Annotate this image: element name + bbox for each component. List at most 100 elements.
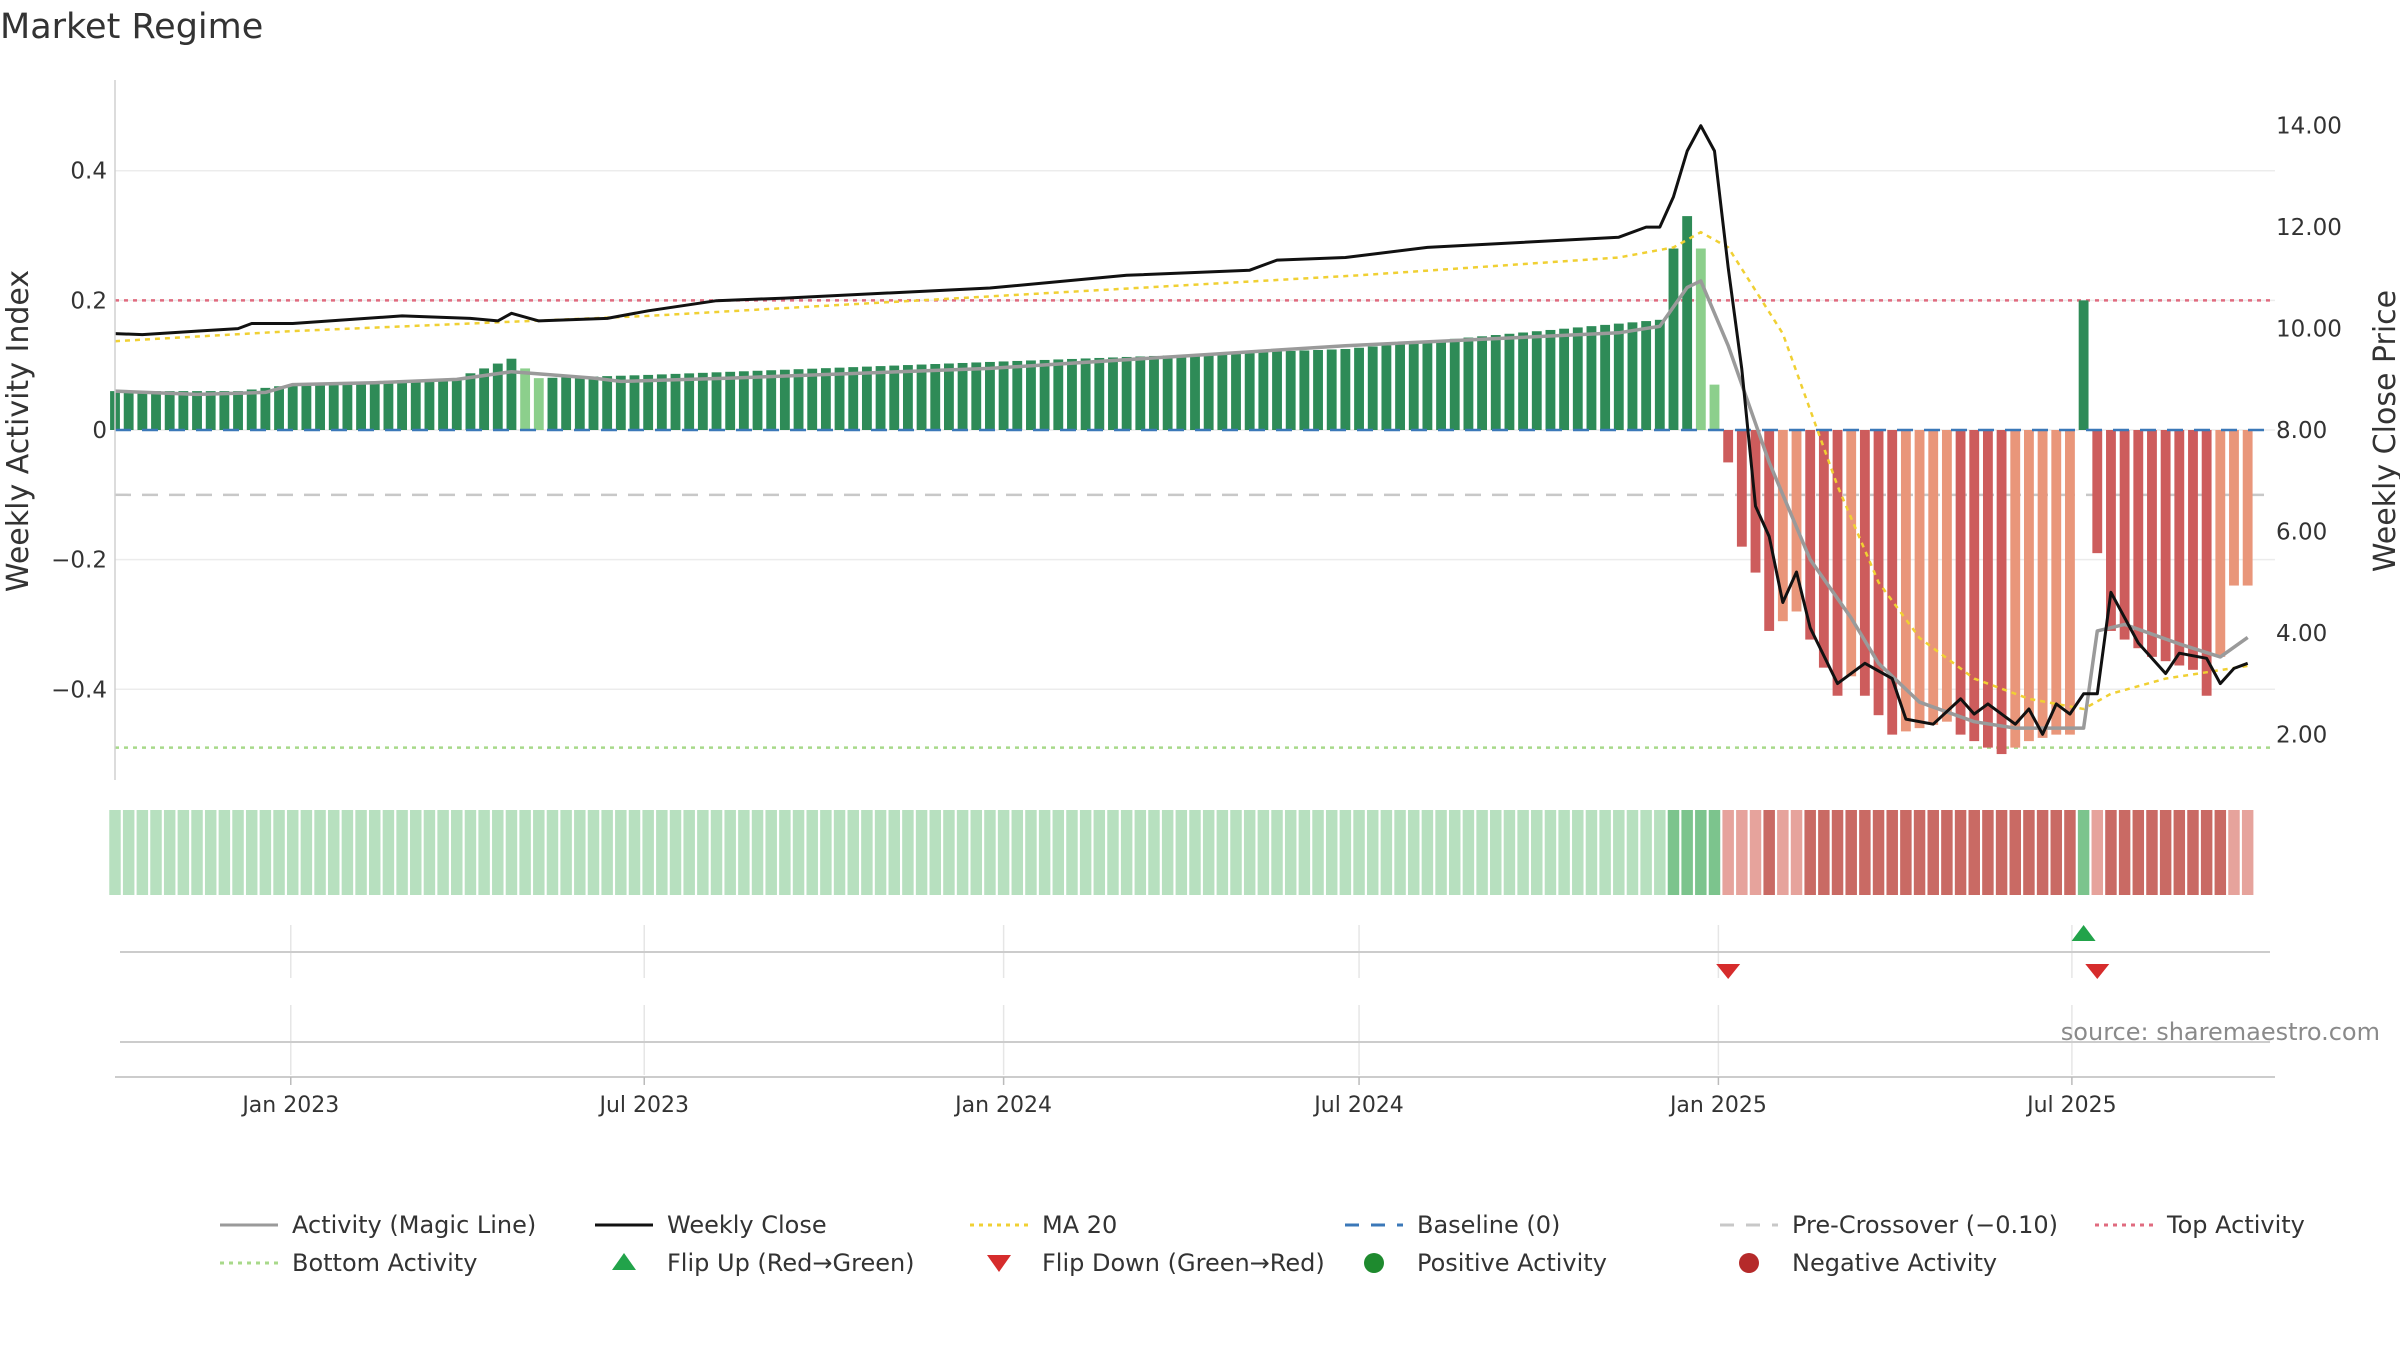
regime-strip-cell <box>204 810 217 895</box>
activity-bar <box>1340 348 1351 430</box>
regime-strip-cell <box>956 810 969 895</box>
activity-bar <box>1682 216 1693 430</box>
regime-strip-cell <box>2214 810 2227 895</box>
legend-label: Positive Activity <box>1417 1249 1607 1277</box>
activity-bar <box>985 361 995 430</box>
activity-bar <box>397 380 408 430</box>
activity-bar <box>1914 430 1925 729</box>
regime-strip-cell <box>1230 810 1242 895</box>
regime-strip-cell <box>1284 810 1297 895</box>
activity-bar <box>1272 351 1282 430</box>
reference-lines <box>115 299 2275 749</box>
regime-strip-cell <box>300 810 313 895</box>
regime-strip-cell <box>1161 810 1174 895</box>
chart-legend: Activity (Magic Line) Weekly Close MA 20 Ba… <box>220 1211 2305 1277</box>
y-right-tick-label: 2.00 <box>2276 722 2327 748</box>
regime-strip-cell <box>163 810 176 895</box>
regime-strip-cell <box>1927 810 1939 895</box>
magic-line <box>114 279 2249 730</box>
regime-strip-cell <box>1749 810 1762 895</box>
regime-strip-cell <box>1968 810 1980 895</box>
regime-strip-cell <box>2159 810 2172 895</box>
activity-bar <box>1367 346 1378 430</box>
y-left-tick-label: −0.4 <box>51 677 107 703</box>
flip-up-marker <box>2071 925 2096 941</box>
regime-strip-cell <box>2064 810 2076 895</box>
regime-strip-cell <box>1831 810 1844 895</box>
x-tick-label: Jul 2023 <box>597 1093 689 1118</box>
regime-strip-cell <box>1736 810 1748 895</box>
activity-bar <box>1203 353 1214 430</box>
regime-strip-cell <box>2200 810 2213 895</box>
activity-bar <box>752 370 763 430</box>
regime-strip-cell <box>1872 810 1885 895</box>
activity-bar <box>588 376 599 430</box>
activity-bar <box>301 384 312 430</box>
regime-strip-cell <box>1366 810 1379 895</box>
regime-strip-cell <box>259 810 272 895</box>
regime-strip-cell <box>1380 810 1393 895</box>
regime-strip-cell <box>656 810 668 895</box>
activity-bar <box>1846 430 1857 677</box>
activity-bar <box>875 366 886 430</box>
regime-strip-cell <box>478 810 490 895</box>
activity-bar <box>2160 430 2171 662</box>
activity-bar <box>1039 359 1050 430</box>
regime-strip-cell <box>1544 810 1557 895</box>
activity-bar <box>479 368 490 430</box>
activity-bar <box>137 391 148 430</box>
regime-strip-cell <box>929 810 941 895</box>
activity-bar <box>615 375 626 430</box>
regime-strip-cell <box>2118 810 2131 895</box>
activity-bar <box>1162 355 1173 430</box>
regime-strip-cell <box>1107 810 1119 895</box>
activity-bar <box>2010 430 2021 748</box>
activity-bar <box>1518 332 1529 430</box>
regime-strip-cell <box>1011 810 1024 895</box>
activity-bar <box>465 373 476 430</box>
regime-strip-cell <box>1093 810 1106 895</box>
regime-strip-cell <box>1325 810 1338 895</box>
regime-strip-cell <box>1941 810 1953 895</box>
regime-strip-cell <box>1066 810 1078 895</box>
regime-strip-cell <box>861 810 873 895</box>
regime-strip-cell <box>1599 810 1611 895</box>
y-right-tick-label: 12.00 <box>2276 215 2342 241</box>
activity-bar <box>2201 430 2212 696</box>
legend-label: Top Activity <box>2166 1211 2305 1239</box>
regime-strip-cell <box>2050 810 2063 895</box>
legend-item: Bottom Activity <box>220 1249 477 1277</box>
activity-bar <box>602 376 613 430</box>
activity-bar <box>1859 430 1870 696</box>
activity-bar <box>1408 342 1419 430</box>
activity-bar <box>1586 326 1597 430</box>
y-left-tick-label: 0.2 <box>70 288 107 314</box>
regime-strip-cell <box>1585 810 1598 895</box>
activity-bar <box>1818 430 1829 668</box>
regime-strip-cell <box>902 810 914 895</box>
regime-strip-cell <box>410 810 422 895</box>
regime-strip-cell <box>1900 810 1912 895</box>
regime-strip-cell <box>984 810 996 895</box>
activity-bar <box>1258 351 1269 430</box>
activity-bar <box>2242 430 2253 586</box>
activity-bar <box>807 368 818 430</box>
regime-strip-cell <box>615 810 627 895</box>
y-right-axis-label: Weekly Close Price <box>2368 290 2400 572</box>
regime-strip-cell <box>327 810 340 895</box>
regime-strip-cell <box>1134 810 1147 895</box>
activity-bar <box>971 362 982 430</box>
regime-strip-cell <box>833 810 846 895</box>
regime-strip-cell <box>519 810 531 895</box>
legend-item: Top Activity <box>2095 1211 2305 1239</box>
regime-strip-cell <box>1640 810 1652 895</box>
regime-strip-cell <box>1052 810 1065 895</box>
legend-label: Activity (Magic Line) <box>292 1211 536 1239</box>
regime-strip-cell <box>710 810 723 895</box>
regime-strip-cell <box>546 810 559 895</box>
activity-bar <box>123 391 134 430</box>
regime-strip-cell <box>1038 810 1051 895</box>
activity-bar <box>1545 329 1556 430</box>
activity-bar <box>738 371 749 430</box>
regime-strip-cell <box>2077 810 2090 895</box>
